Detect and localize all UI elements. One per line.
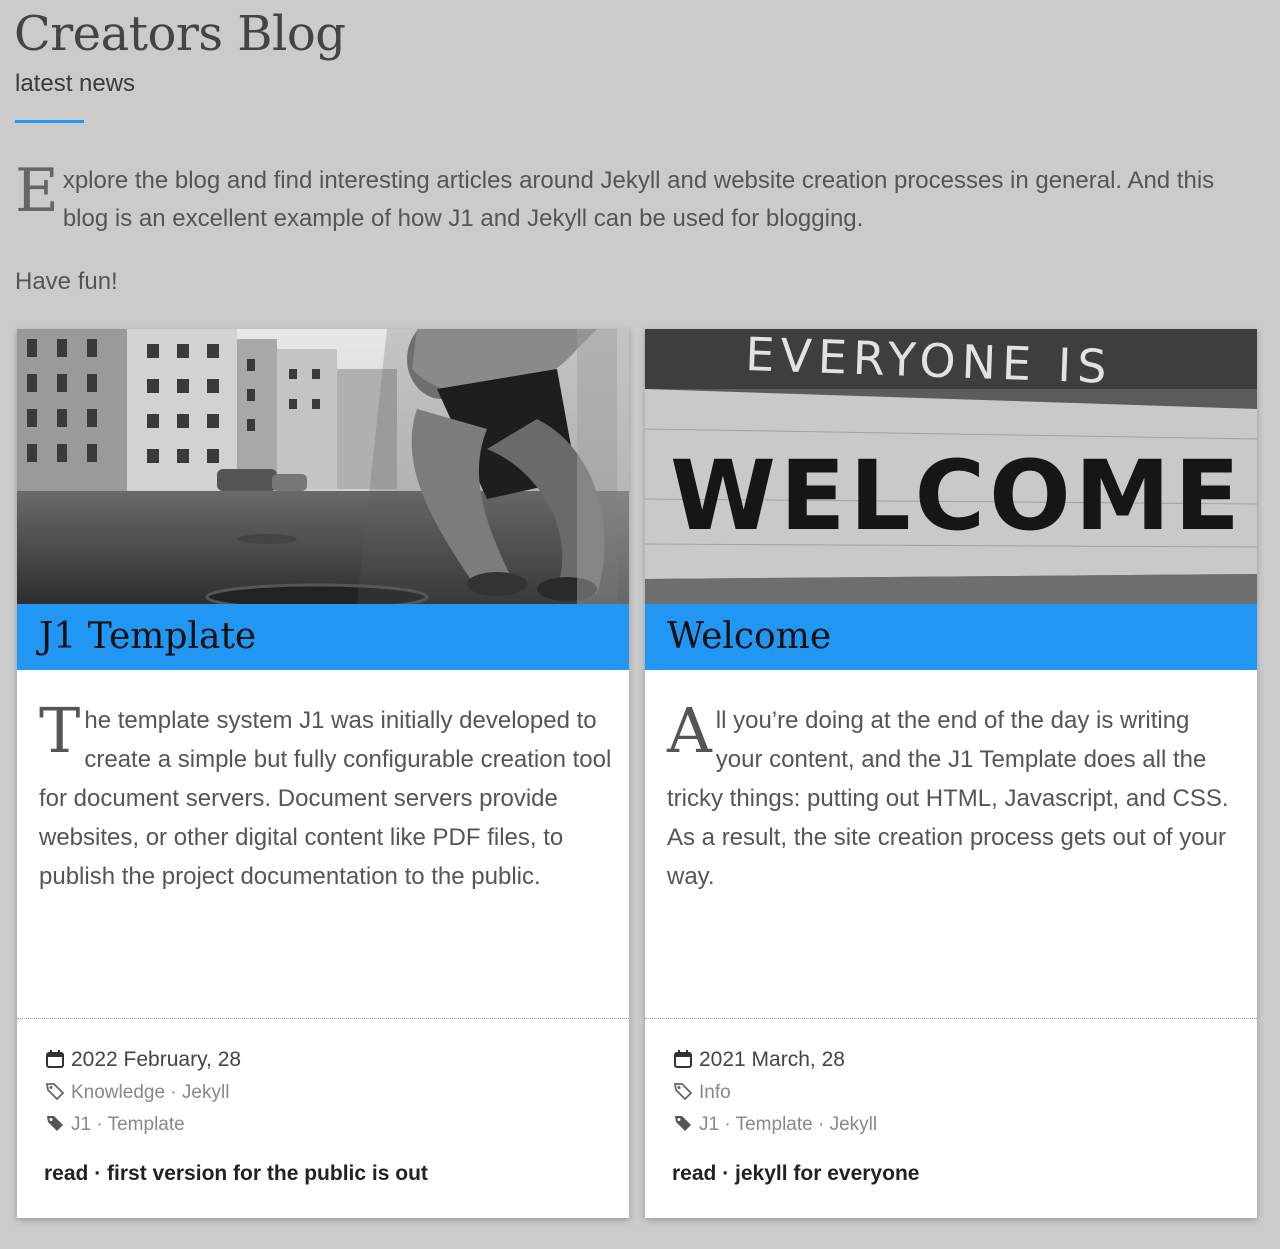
card-divider: [17, 1018, 629, 1019]
card-image-athlete[interactable]: [17, 329, 629, 604]
post-date: 2021 March, 28: [673, 1048, 845, 1072]
post-categories-text[interactable]: Info: [699, 1082, 731, 1103]
post-tags-text[interactable]: J1 · Template: [71, 1114, 185, 1135]
read-more-link[interactable]: read · jekyll for everyone: [672, 1162, 919, 1186]
page-title: Creators Blog: [14, 6, 346, 62]
post-tags: J1 · Template: [45, 1113, 185, 1136]
card-dropcap: T: [39, 694, 81, 767]
post-tags-text[interactable]: J1 · Template · Jekyll: [699, 1114, 878, 1135]
card-dropcap: A: [667, 694, 712, 767]
card-divider: [645, 1018, 1257, 1019]
card-excerpt-text: he template system J1 was initially deve…: [39, 707, 612, 890]
intro-text: xplore the blog and find interesting art…: [62, 167, 1215, 232]
title-underline: [15, 120, 84, 123]
post-categories: Info: [673, 1081, 731, 1104]
page-subtitle: latest news: [15, 70, 136, 97]
tag-outline-icon: [45, 1083, 65, 1101]
card-title[interactable]: Welcome: [667, 616, 832, 657]
card-header: J1 Template: [17, 604, 629, 670]
read-more-link-text[interactable]: read · jekyll for everyone: [672, 1162, 920, 1185]
tag-outline-icon: [673, 1083, 693, 1101]
post-categories-text[interactable]: Knowledge · Jekyll: [71, 1082, 230, 1103]
sign-text-main: WELCOME: [670, 440, 1244, 552]
intro-closing: Have fun!: [15, 268, 118, 295]
card-image-welcome-sign[interactable]: EVERYONE IS WELCOME: [645, 329, 1257, 604]
post-categories: Knowledge · Jekyll: [45, 1081, 229, 1104]
post-date: 2022 February, 28: [45, 1048, 241, 1072]
post-tags: J1 · Template · Jekyll: [673, 1113, 877, 1136]
card-excerpt-text: ll you’re doing at the end of the day is…: [667, 707, 1229, 890]
card-title[interactable]: J1 Template: [39, 616, 257, 657]
calendar-icon: [46, 1050, 64, 1068]
intro-dropcap: E: [15, 156, 59, 226]
post-date-text: 2022 February, 28: [71, 1048, 242, 1071]
tag-filled-icon: [675, 1116, 691, 1131]
sign-text-top: EVERYONE IS: [744, 329, 1113, 394]
calendar-icon: [674, 1050, 692, 1068]
tag-filled-icon: [47, 1116, 63, 1131]
card-header: Welcome: [645, 604, 1257, 670]
post-date-text: 2021 March, 28: [699, 1048, 845, 1071]
read-more-link[interactable]: read · first version for the public is o…: [44, 1162, 428, 1186]
read-more-link-text[interactable]: read · first version for the public is o…: [44, 1162, 428, 1185]
